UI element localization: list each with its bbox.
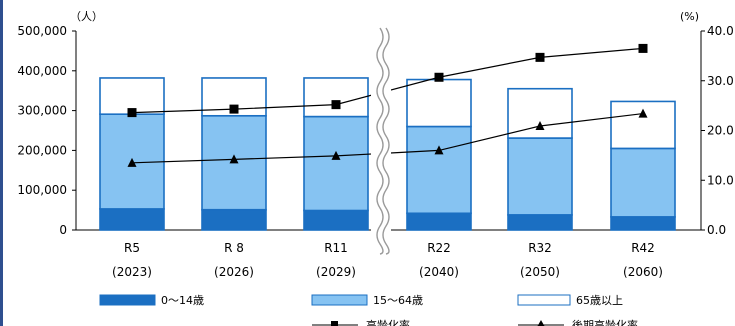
x-category-year: (2050) [520,265,560,279]
right-tick-label: 10.0 [707,173,734,187]
right-tick-label: 40.0 [707,24,734,38]
left-border-bar [0,0,3,326]
x-category-year: (2060) [623,265,663,279]
x-category-label: R11 [324,241,348,255]
legend-swatch-age-0-14 [99,294,156,306]
axis-break [371,27,391,255]
left-tick-label: 500,000 [17,24,67,38]
aging-rate-point [434,72,444,82]
aging-rate-point [535,52,545,62]
aging-rate-point [638,43,648,53]
aging-rate-point [229,104,239,114]
legend-swatch-age-15-64 [311,294,368,306]
left-tick-label: 300,000 [17,104,67,118]
left-tick-label: 0 [59,223,67,237]
bar-age-0-14 [406,212,472,231]
bar-age-0-14 [303,209,369,231]
legend-marker-aging-rate [331,321,338,326]
bars [99,77,676,231]
bar-age-15-64 [303,115,369,212]
legend-label-age-15-64: 15～64歳 [373,294,423,307]
left-tick-label: 400,000 [17,64,67,78]
x-category-label: R 8 [224,241,244,255]
bar-age-0-14 [507,214,573,231]
bar-age-65-plus [303,77,369,118]
right-axis-unit: (%) [680,10,699,23]
legend-label-aging-rate: 高齢化率 [366,318,410,326]
x-category-label: R5 [124,241,140,255]
x-category-year: (2040) [419,265,459,279]
x-axis-labels: R5 (2023) R 8 (2026) R11 (2029) R22 (2040) R32 (2… [112,241,663,279]
legend-marker-late-aging-rate [537,320,545,326]
left-axis-ticks: 0 100,000 200,000 300,000 400,000 500,000 [17,24,76,237]
legend-swatch-age-65-plus [517,294,571,306]
bar-age-15-64 [406,125,472,215]
left-tick-label: 200,000 [17,143,67,157]
right-axis-ticks: 0.0 10.0 20.0 30.0 40.0 [701,24,734,237]
bar-age-65-plus [507,87,573,139]
right-tick-label: 30.0 [707,74,734,88]
late-aging-rate-point [638,108,648,118]
aging-rate-point [331,100,341,110]
right-tick-label: 20.0 [707,124,734,138]
late-aging-rate-point [535,121,545,131]
bar-age-0-14 [99,208,165,231]
left-tick-label: 100,000 [17,183,67,197]
late-aging-rate-point [331,150,341,160]
x-category-year: (2026) [214,265,254,279]
x-category-year: (2023) [112,265,152,279]
bar-age-15-64 [507,137,573,216]
late-aging-rate-point [127,157,137,167]
bar-age-65-plus [406,78,472,128]
bar-age-15-64 [610,147,676,218]
right-tick-label: 0.0 [707,223,726,237]
legend-label-age-0-14: 0～14歳 [161,294,204,307]
bar-age-65-plus [610,100,676,150]
bar-age-0-14 [610,216,676,231]
late-aging-rate-point [434,145,444,155]
legend: 0～14歳 15～64歳 65歳以上 高齢化率 後期高齢化率 [99,294,638,326]
bar-age-0-14 [201,208,267,231]
x-category-year: (2029) [316,265,356,279]
aging-rate-point [127,108,137,118]
legend-label-late-aging-rate: 後期高齢化率 [572,318,638,326]
x-category-label: R22 [427,241,451,255]
late-aging-rate-point [229,154,239,164]
x-category-label: R42 [631,241,655,255]
left-axis-unit: （人） [70,10,103,23]
x-category-label: R32 [528,241,552,255]
legend-label-age-65-plus: 65歳以上 [576,294,623,307]
